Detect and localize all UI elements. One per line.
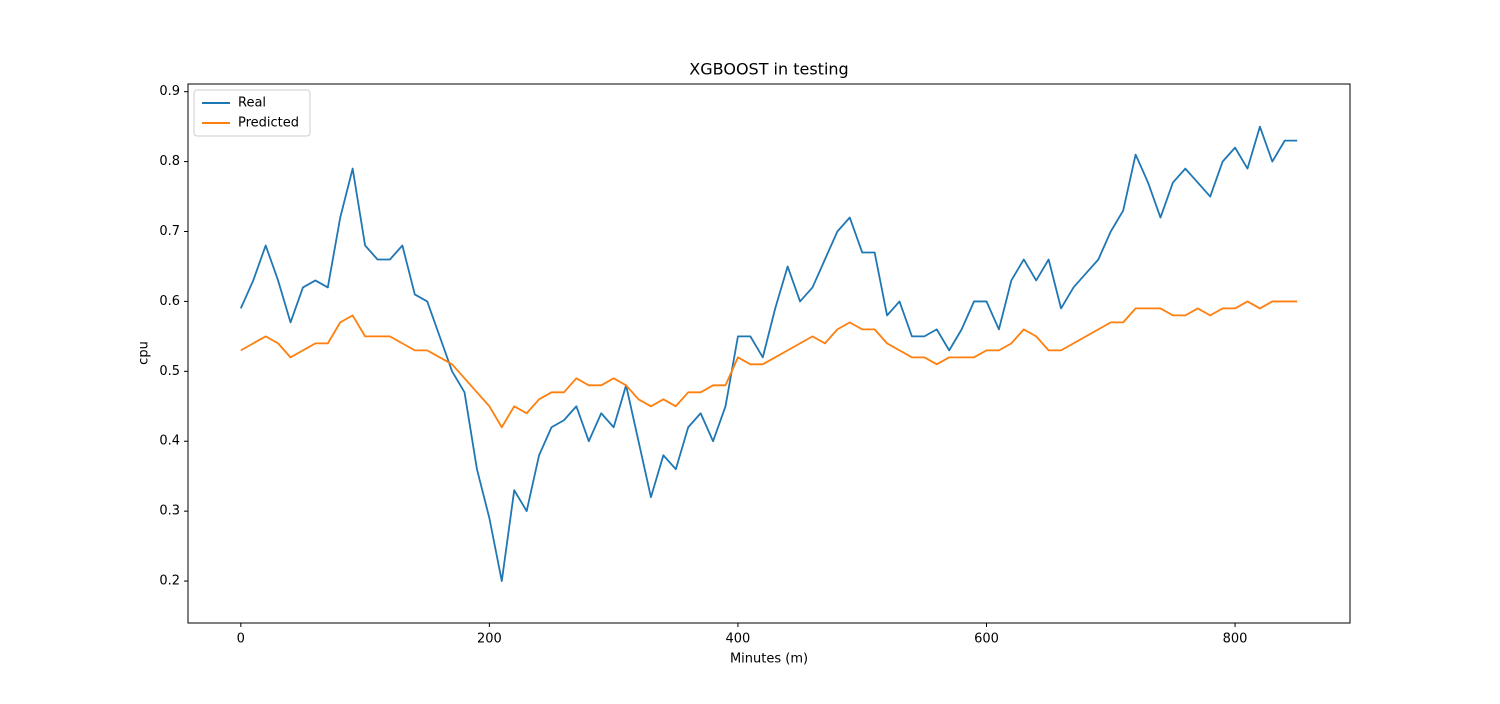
x-tick-label: 600 xyxy=(974,632,999,647)
y-tick-label: 0.2 xyxy=(159,574,180,589)
legend-label: Predicted xyxy=(238,116,299,131)
y-axis-label: cpu xyxy=(137,341,152,365)
x-tick-label: 200 xyxy=(477,632,502,647)
legend-label: Real xyxy=(238,96,266,111)
plot-frame xyxy=(187,83,1351,624)
legend-box xyxy=(193,89,311,137)
series-line xyxy=(239,125,1298,582)
x-tick-label: 800 xyxy=(1223,632,1248,647)
x-tick-label: 0 xyxy=(237,632,245,647)
y-tick-label: 0.4 xyxy=(159,434,180,449)
x-axis-label: Minutes (m) xyxy=(730,652,808,667)
y-tick-label: 0.3 xyxy=(159,504,180,519)
x-tick-label: 400 xyxy=(726,632,751,647)
y-tick-label: 0.7 xyxy=(159,224,180,239)
chart-title: XGBOOST in testing xyxy=(689,60,848,79)
series-line xyxy=(240,300,1298,429)
y-tick-label: 0.6 xyxy=(159,294,180,309)
y-tick-label: 0.8 xyxy=(159,154,180,169)
y-tick-label: 0.9 xyxy=(159,84,180,99)
y-tick-label: 0.5 xyxy=(159,364,180,379)
